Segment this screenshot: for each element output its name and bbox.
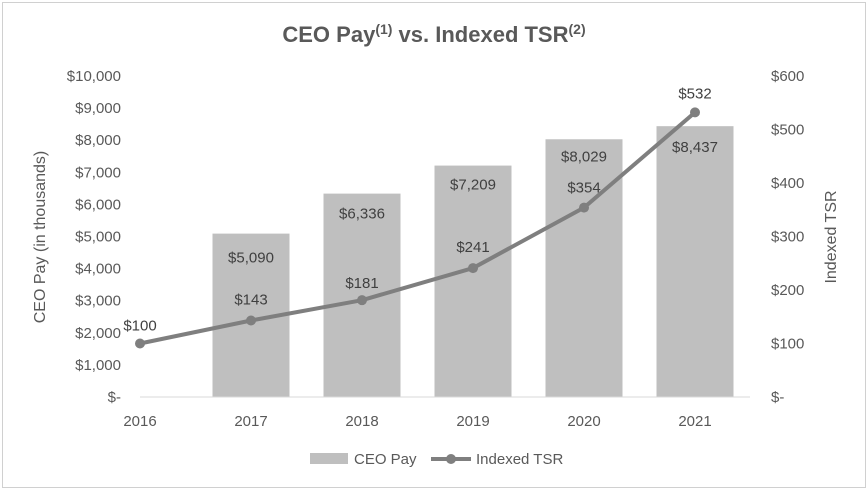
x-tick-label-2016: 2016 [123,413,156,430]
data-label-ceo-pay-2018: $6,336 [339,206,385,223]
y-left-tick-label: $9,000 [75,100,121,117]
x-tick-label-2017: 2017 [234,413,267,430]
y-left-axis-title: CEO Pay (in thousands) [32,151,49,324]
x-tick-group: 2016 2017 2018 2019 2020 2021 [123,413,711,430]
y-left-tick-label: $5,000 [75,229,121,246]
data-label-group: $5,090 $6,336 $7,209 $8,029 $8,437 $100 $143 $1… [123,85,718,334]
y-right-tick-label: $300 [771,229,804,246]
bar-ceo-pay-2019 [434,165,512,397]
y-right-tick-label: $400 [771,175,804,192]
data-label-indexed-tsr-2017: $143 [234,291,267,308]
point-indexed-tsr-2016 [135,338,145,349]
chart-title: CEO Pay(1) vs. Indexed TSR(2) [282,21,585,47]
bar-ceo-pay-2021 [656,126,734,397]
left-tick-group: $- $1,000 $2,000 $3,000 $4,000 $5,000 $6,000 $7… [67,68,121,406]
right-tick-group: $- $100 $200 $300 $400 $500 $600 [771,68,804,406]
y-left-tick-label: $2,000 [75,325,121,342]
y-right-tick-label: $- [771,389,784,406]
data-label-ceo-pay-2021: $8,437 [672,139,718,156]
bar-ceo-pay-2020 [545,139,623,397]
title-main: CEO Pay [282,22,376,47]
x-tick-label-2018: 2018 [345,413,378,430]
data-label-indexed-tsr-2020: $354 [567,180,600,197]
legend-label-indexed-tsr: Indexed TSR [476,451,563,468]
legend-swatch-ceo-pay [310,453,348,464]
point-indexed-tsr-2020 [579,202,589,213]
y-left-tick-label: $3,000 [75,293,121,310]
data-label-indexed-tsr-2021: $532 [678,85,711,102]
y-right-tick-label: $500 [771,122,804,139]
point-indexed-tsr-2019 [468,263,478,274]
data-label-ceo-pay-2020: $8,029 [561,148,607,165]
legend-label-ceo-pay: CEO Pay [354,451,417,468]
y-left-tick-label: $7,000 [75,164,121,181]
data-label-ceo-pay-2017: $5,090 [228,250,274,267]
title-mid: vs. Indexed TSR [392,22,568,47]
x-tick-label-2019: 2019 [456,413,489,430]
data-label-ceo-pay-2019: $7,209 [450,177,496,194]
point-indexed-tsr-2017 [246,315,256,326]
data-label-indexed-tsr-2016: $100 [123,318,156,335]
data-label-indexed-tsr-2019: $241 [456,239,489,256]
x-tick-label-2020: 2020 [567,413,600,430]
y-right-tick-label: $600 [771,68,804,85]
y-left-tick-label: $10,000 [67,68,121,85]
y-right-tick-label: $100 [771,336,804,353]
legend-marker-indexed-tsr [446,454,456,464]
legend: CEO Pay Indexed TSR [310,451,563,468]
point-indexed-tsr-2018 [357,295,367,306]
bar-group [212,126,734,397]
y-right-tick-label: $200 [771,282,804,299]
y-right-axis-title: Indexed TSR [823,190,840,283]
y-left-tick-label: $- [108,389,121,406]
y-left-tick-label: $1,000 [75,357,121,374]
y-left-tick-label: $6,000 [75,196,121,213]
point-indexed-tsr-2021 [690,107,700,118]
x-tick-label-2021: 2021 [678,413,711,430]
line-indexed-tsr [139,110,697,346]
title-sup-1: (1) [375,21,392,37]
line-group [135,107,700,349]
title-sup-2: (2) [569,21,586,37]
y-left-tick-label: $8,000 [75,132,121,149]
y-left-tick-label: $4,000 [75,261,121,278]
data-label-indexed-tsr-2018: $181 [345,275,378,292]
